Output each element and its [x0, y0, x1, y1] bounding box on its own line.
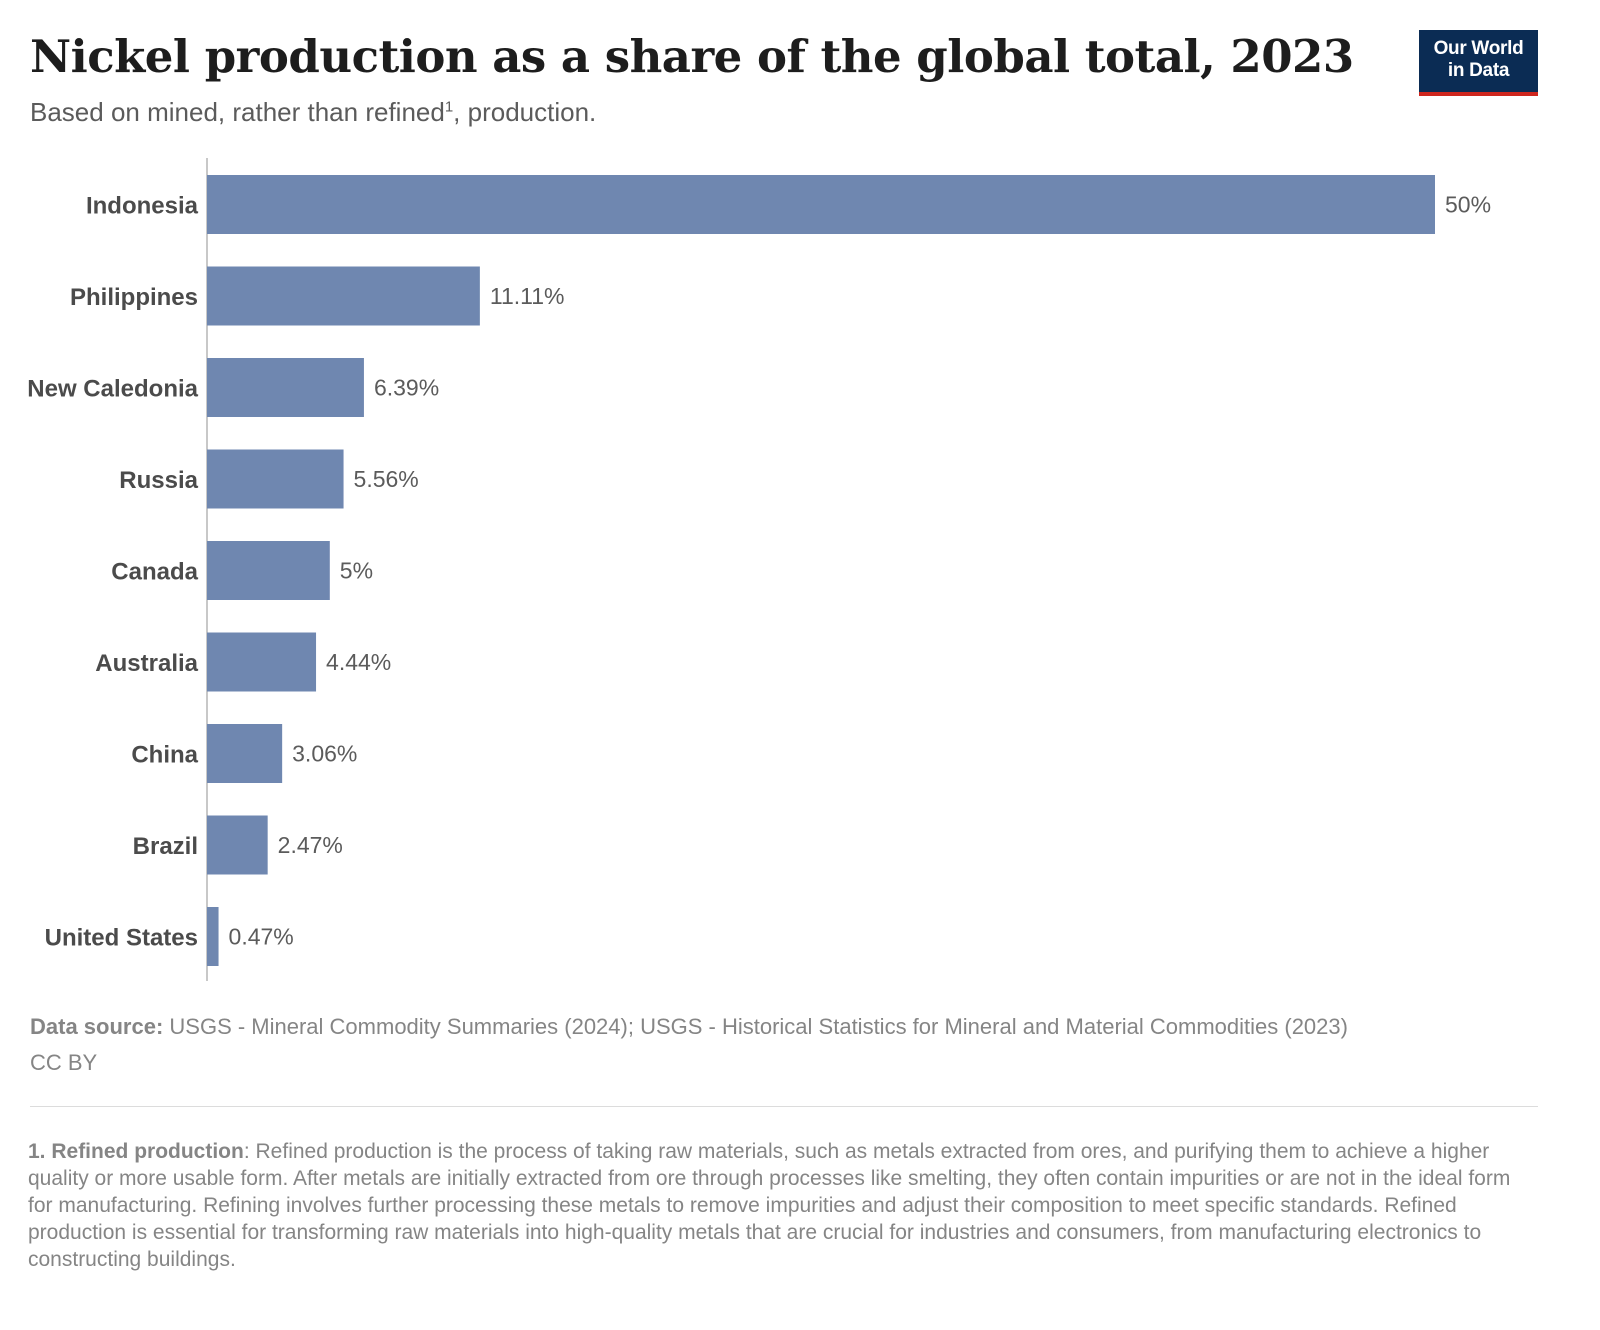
value-label: 2.47%: [278, 832, 343, 858]
footnote-text: : Refined production is the process of t…: [28, 1140, 1511, 1271]
bar-canada[interactable]: [207, 541, 330, 600]
footer-divider: [30, 1106, 1538, 1107]
value-label: 4.44%: [326, 649, 391, 675]
category-label: Russia: [119, 467, 198, 494]
footnote: 1. Refined production: Refined productio…: [28, 1138, 1528, 1273]
bar-philippines[interactable]: [207, 266, 480, 326]
chart-title: Nickel production as a share of the glob…: [30, 30, 1354, 83]
data-source-text[interactable]: USGS - Mineral Commodity Summaries (2024…: [163, 1014, 1348, 1039]
category-label: Australia: [95, 650, 198, 677]
logo-line-2: in Data: [1447, 60, 1510, 81]
bar-new-caledonia[interactable]: [207, 358, 364, 417]
data-source: Data source: USGS - Mineral Commodity Su…: [30, 1014, 1348, 1040]
category-label: United States: [45, 925, 198, 952]
bar-brazil[interactable]: [207, 815, 268, 875]
value-label: 3.06%: [292, 741, 357, 767]
category-label: Brazil: [133, 833, 198, 860]
footnote-marker[interactable]: 1: [444, 98, 454, 116]
value-label: 0.47%: [229, 924, 294, 950]
bar-china[interactable]: [207, 724, 283, 783]
data-source-label: Data source:: [30, 1014, 164, 1039]
bar-russia[interactable]: [207, 449, 344, 509]
bar-united-states[interactable]: [207, 907, 219, 966]
category-label: Indonesia: [86, 193, 199, 220]
bar-australia[interactable]: [207, 632, 317, 692]
bar-chart: Indonesia 50% Philippines 11.11% New Caledon…: [27, 158, 1491, 981]
category-label: Philippines: [70, 284, 198, 311]
owid-logo[interactable]: Our World in Data: [1419, 30, 1538, 96]
subtitle-text: Based on mined, rather than refined: [30, 97, 445, 127]
value-label: 5%: [340, 558, 373, 584]
value-label: 6.39%: [374, 375, 439, 401]
logo-line-1: Our World: [1433, 38, 1524, 59]
value-label: 11.11%: [490, 283, 565, 309]
category-label: Canada: [111, 559, 198, 586]
footnote-label: 1. Refined production: [28, 1140, 244, 1163]
chart-subtitle: Based on mined, rather than refined1, pr…: [30, 97, 596, 128]
license-text[interactable]: CC BY: [30, 1050, 98, 1075]
category-label: New Caledonia: [27, 376, 198, 403]
bar-indonesia[interactable]: [207, 175, 1435, 234]
subtitle-text-end: , production.: [453, 97, 597, 127]
value-label: 5.56%: [354, 466, 419, 492]
value-label: 50%: [1445, 192, 1491, 218]
category-label: China: [131, 742, 198, 769]
